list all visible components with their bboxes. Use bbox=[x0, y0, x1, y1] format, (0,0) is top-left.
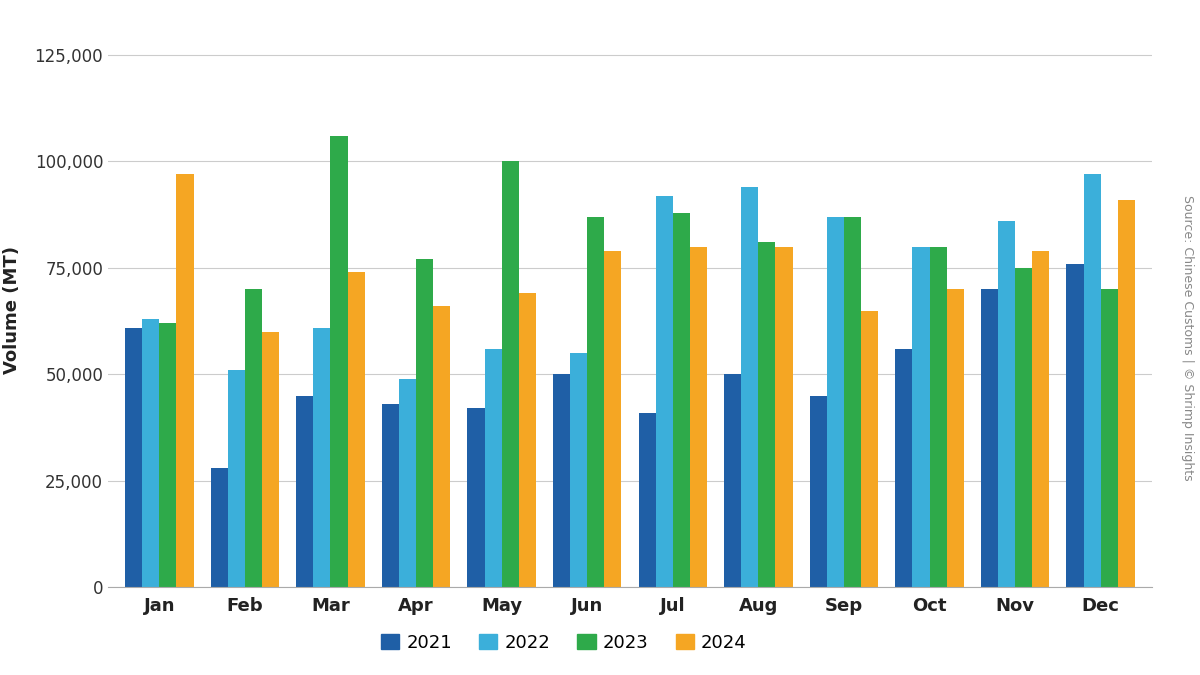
Legend: 2021, 2022, 2023, 2024: 2021, 2022, 2023, 2024 bbox=[374, 627, 754, 659]
Text: Source: Chinese Customs | © Shrimp Insights: Source: Chinese Customs | © Shrimp Insig… bbox=[1181, 194, 1194, 481]
Bar bbox=[502, 161, 518, 587]
Bar bbox=[1032, 251, 1049, 587]
Bar bbox=[176, 174, 193, 587]
Bar bbox=[433, 306, 450, 587]
Bar bbox=[895, 349, 912, 587]
Bar bbox=[313, 327, 330, 587]
Bar bbox=[724, 375, 742, 587]
Y-axis label: Volume (MT): Volume (MT) bbox=[2, 246, 20, 375]
Bar bbox=[655, 196, 673, 587]
Bar bbox=[348, 272, 365, 587]
Bar bbox=[570, 353, 587, 587]
Bar bbox=[518, 294, 536, 587]
Bar bbox=[485, 349, 502, 587]
Bar bbox=[673, 213, 690, 587]
Bar bbox=[160, 323, 176, 587]
Bar bbox=[998, 221, 1015, 587]
Bar bbox=[587, 217, 605, 587]
Bar bbox=[125, 327, 143, 587]
Bar bbox=[296, 396, 313, 587]
Bar bbox=[775, 246, 792, 587]
Bar bbox=[742, 187, 758, 587]
Bar bbox=[1100, 289, 1117, 587]
Bar bbox=[827, 217, 844, 587]
Bar bbox=[416, 259, 433, 587]
Bar bbox=[211, 468, 228, 587]
Bar bbox=[844, 217, 862, 587]
Bar bbox=[638, 412, 655, 587]
Bar bbox=[980, 289, 998, 587]
Bar bbox=[605, 251, 622, 587]
Bar bbox=[398, 379, 416, 587]
Bar bbox=[862, 310, 878, 587]
Bar bbox=[330, 136, 348, 587]
Bar bbox=[228, 370, 245, 587]
Bar bbox=[1084, 174, 1100, 587]
Bar bbox=[1117, 200, 1135, 587]
Bar bbox=[245, 289, 262, 587]
Bar bbox=[1015, 268, 1032, 587]
Bar bbox=[553, 375, 570, 587]
Bar bbox=[947, 289, 964, 587]
Bar bbox=[758, 242, 775, 587]
Bar bbox=[143, 319, 160, 587]
Bar bbox=[262, 332, 280, 587]
Bar bbox=[1067, 264, 1084, 587]
Bar bbox=[690, 246, 707, 587]
Bar bbox=[382, 404, 398, 587]
Bar bbox=[810, 396, 827, 587]
Bar bbox=[912, 246, 930, 587]
Bar bbox=[468, 408, 485, 587]
Bar bbox=[930, 246, 947, 587]
